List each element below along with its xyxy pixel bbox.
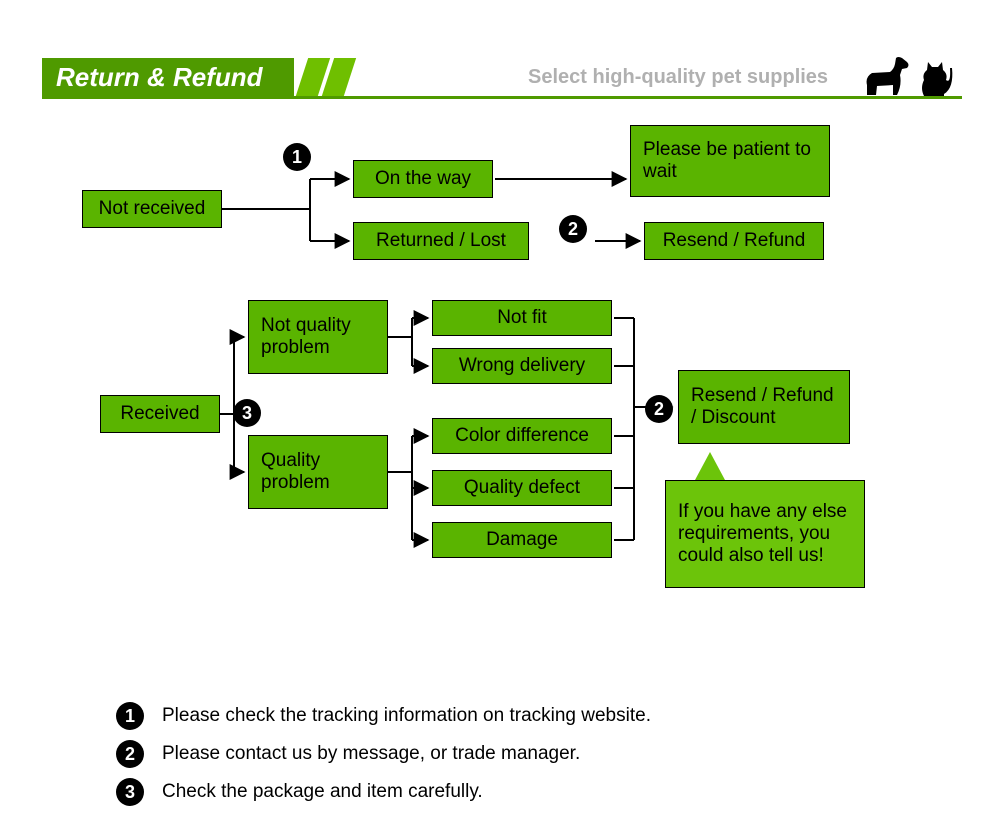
node-received: Received [100,395,220,433]
header-underline [42,96,962,99]
node-resend_refund: Resend / Refund [644,222,824,260]
footnote-2: 2 Please contact us by message, or trade… [116,740,580,768]
footnote-text-3: Check the package and item carefully. [162,781,483,803]
cat-icon [918,58,954,98]
footnote-badge-3: 3 [116,778,144,806]
page-title: Return & Refund [42,58,294,96]
header-subtitle: Select high-quality pet supplies [528,66,828,89]
node-speech: If you have any else requirements, you c… [665,480,865,588]
footnote-text-1: Please check the tracking information on… [162,705,651,727]
node-patient: Please be patient to wait [630,125,830,197]
node-wrong_delivery: Wrong delivery [432,348,612,384]
diagram-stage: Return & Refund Select high-quality pet … [0,0,1000,840]
footnote-3: 3 Check the package and item carefully. [116,778,483,806]
node-rrd: Resend / Refund / Discount [678,370,850,444]
node-quality_problem: Quality problem [248,435,388,509]
node-returned_lost: Returned / Lost [353,222,529,260]
badge-3: 3 [233,399,261,427]
badge-1: 1 [283,143,311,171]
footnote-badge-2: 2 [116,740,144,768]
footnote-text-2: Please contact us by message, or trade m… [162,743,580,765]
node-quality_defect: Quality defect [432,470,612,506]
node-color_diff: Color difference [432,418,612,454]
node-not_fit: Not fit [432,300,612,336]
node-damage: Damage [432,522,612,558]
footnote-1: 1 Please check the tracking information … [116,702,651,730]
node-not_received: Not received [82,190,222,228]
dog-icon [862,55,912,97]
node-not_quality: Not quality problem [248,300,388,374]
node-on_the_way: On the way [353,160,493,198]
badge-2: 2 [559,215,587,243]
footnote-badge-1: 1 [116,702,144,730]
speech-pointer [695,452,725,480]
badge-4: 2 [645,395,673,423]
